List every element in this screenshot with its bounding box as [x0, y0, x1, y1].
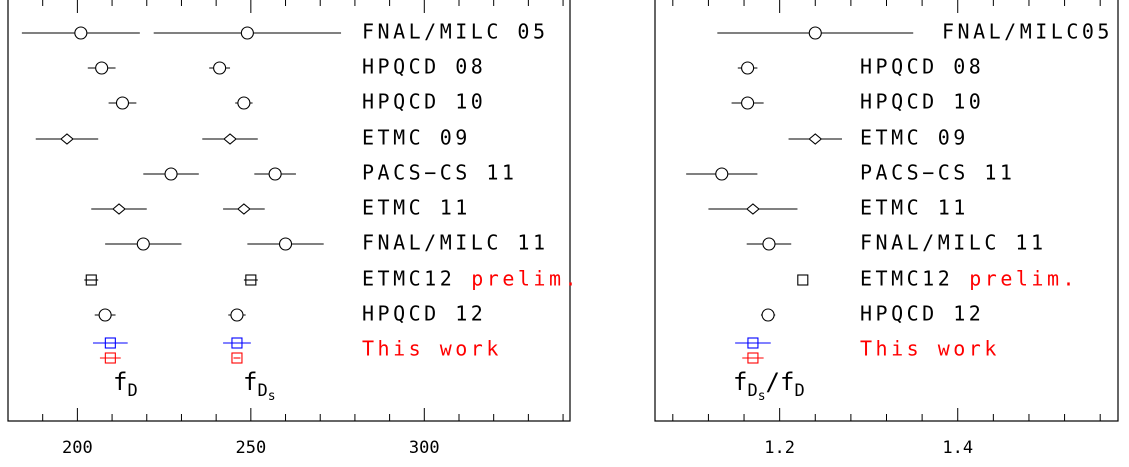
x-tick-label: 200 [62, 438, 93, 458]
marker [74, 26, 88, 40]
marker [761, 308, 775, 322]
marker [747, 337, 759, 349]
marker [95, 61, 109, 75]
series-name-part: f [733, 368, 747, 396]
row-label: HPQCD 10 [860, 90, 984, 114]
row-label: This work [362, 337, 502, 361]
marker [213, 61, 227, 75]
marker [278, 237, 293, 251]
series-name-part: D [794, 381, 804, 401]
row-label: PACS−CS 11 [362, 161, 517, 185]
x-tick-label: 300 [409, 438, 440, 458]
row-label: ETMC 11 [860, 196, 969, 220]
row-label: ETMC 09 [362, 126, 471, 150]
marker [237, 203, 251, 215]
marker [741, 61, 755, 75]
marker [715, 167, 729, 181]
row-label: HPQCD 12 [362, 302, 486, 326]
left-frame [7, 0, 571, 422]
marker [245, 274, 257, 286]
marker [230, 308, 244, 322]
marker [112, 203, 126, 215]
row-label: ETMC12 [860, 267, 953, 291]
series-name-part: D [127, 381, 137, 401]
series-name-part: s [268, 389, 276, 404]
x-tick-label: 1.4 [942, 438, 973, 458]
marker [237, 96, 251, 110]
marker [762, 237, 776, 251]
row-label: FNAL/MILC05 [942, 20, 1113, 44]
series-name: fDs [243, 368, 276, 404]
row-label: ETMC 09 [860, 126, 969, 150]
series-name-part: D [747, 381, 757, 401]
marker [747, 352, 759, 364]
row-label: This work [860, 337, 1000, 361]
row-label: HPQCD 12 [860, 302, 984, 326]
marker [104, 337, 116, 349]
annotation: prelim. [471, 267, 580, 291]
row-label: HPQCD 10 [362, 90, 486, 114]
marker [268, 167, 282, 181]
series-name-part: f [113, 368, 127, 396]
marker [231, 337, 243, 349]
marker [115, 96, 130, 110]
row-label: FNAL/MILC 11 [362, 231, 549, 255]
series-name-part: D [257, 381, 267, 401]
series-name-part: /f [766, 368, 795, 396]
series-name-part: f [243, 368, 257, 396]
marker [85, 274, 97, 286]
marker [746, 203, 760, 215]
x-tick-label: 250 [235, 438, 266, 458]
series-name: fD [113, 368, 138, 401]
marker [98, 308, 112, 322]
marker [164, 167, 178, 181]
row-label: PACS−CS 11 [860, 161, 1015, 185]
marker [231, 352, 243, 364]
series-name: fDs/fD [733, 368, 805, 404]
row-label: FNAL/MILC 05 [362, 20, 549, 44]
marker [808, 26, 822, 40]
annotation: prelim. [969, 267, 1078, 291]
marker [741, 96, 755, 110]
row-label: ETMC 11 [362, 196, 471, 220]
marker [797, 274, 809, 286]
row-label: FNAL/MILC 11 [860, 231, 1047, 255]
row-label: HPQCD 08 [860, 55, 984, 79]
series-name-part: s [758, 389, 766, 404]
row-label: HPQCD 08 [362, 55, 486, 79]
marker [136, 237, 150, 251]
marker [60, 133, 74, 145]
marker [223, 133, 237, 145]
marker [808, 133, 823, 145]
row-label: ETMC12 [362, 267, 455, 291]
marker [104, 352, 116, 364]
x-tick-label: 1.2 [764, 438, 795, 458]
marker [240, 26, 254, 40]
